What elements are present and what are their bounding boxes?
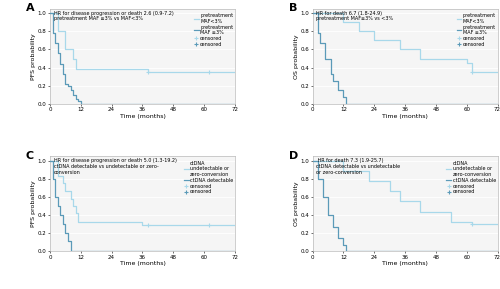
Text: D: D [288, 151, 298, 160]
Legend: ctDNA
undetectable or
zero-conversion, ctDNA detectable, censored, censored: ctDNA undetectable or zero-conversion, c… [446, 160, 497, 195]
Y-axis label: PFS probability: PFS probability [32, 33, 36, 80]
X-axis label: Time (months): Time (months) [120, 261, 166, 266]
Legend: ctDNA
undetectable or
zero-conversion, ctDNA detectable, censored, censored: ctDNA undetectable or zero-conversion, c… [183, 160, 234, 195]
Y-axis label: PFS probability: PFS probability [32, 180, 36, 227]
Text: HR for death 6.7 (1.8-24.9)
pretreatment MAF≥3% vs <3%: HR for death 6.7 (1.8-24.9) pretreatment… [316, 11, 394, 21]
Text: B: B [288, 3, 297, 13]
Legend: pretreatment
MAF<3%, pretreatment
MAF ≥3%, censored, censored: pretreatment MAF<3%, pretreatment MAF ≥3… [456, 12, 497, 48]
X-axis label: Time (months): Time (months) [120, 114, 166, 119]
X-axis label: Time (months): Time (months) [382, 114, 428, 119]
Y-axis label: OS probability: OS probability [294, 181, 299, 226]
Y-axis label: OS probability: OS probability [294, 34, 299, 79]
Text: HR for disease progression or death 2.6 (0.9-7.2)
pretreatment MAF ≥3% vs MAF<3%: HR for disease progression or death 2.6 … [54, 11, 174, 21]
Text: C: C [26, 151, 34, 160]
Text: A: A [26, 3, 34, 13]
Legend: pretreatment
MAF<3%, pretreatment
MAF ≥3%, censored, censored: pretreatment MAF<3%, pretreatment MAF ≥3… [193, 12, 234, 48]
Text: HR for disease progression or death 5.0 (1.3-19.2)
ctDNA detectable vs undetecta: HR for disease progression or death 5.0 … [54, 158, 176, 175]
Text: HR for death 7.3 (1.9-25.7)
ctDNA detectable vs undetectable
or zero-conversion: HR for death 7.3 (1.9-25.7) ctDNA detect… [316, 158, 400, 175]
X-axis label: Time (months): Time (months) [382, 261, 428, 266]
